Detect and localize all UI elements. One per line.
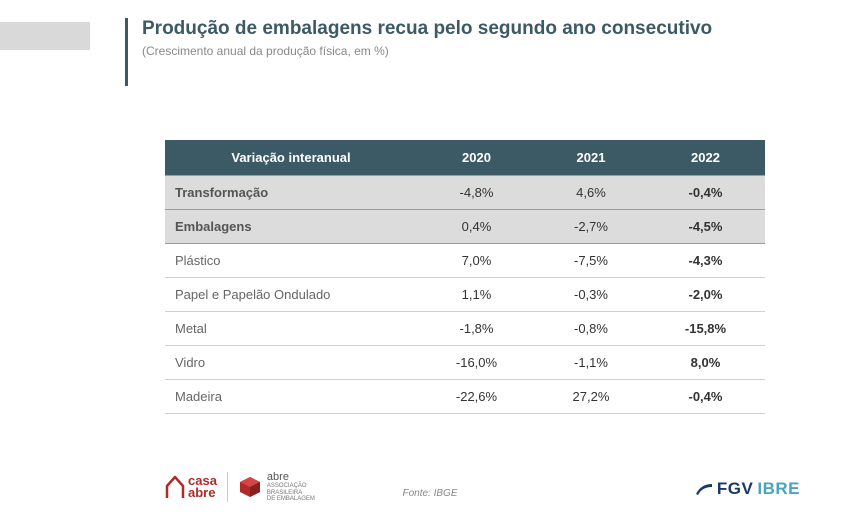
cell-2020: -22,6%	[417, 380, 536, 414]
cell-2022: -0,4%	[646, 176, 765, 210]
table-row: Plástico7,0%-7,5%-4,3%	[165, 244, 765, 278]
abre-logo-block: abre ASSOCIAÇÃO BRASILEIRA DE EMBALAGEM	[238, 471, 315, 503]
table-row: Transformação-4,8%4,6%-0,4%	[165, 176, 765, 210]
cell-2020: -16,0%	[417, 346, 536, 380]
page-title: Produção de embalagens recua pelo segund…	[142, 18, 712, 40]
ibre-text: IBRE	[757, 479, 800, 499]
cell-2020: -1,8%	[417, 312, 536, 346]
table-row: Metal-1,8%-0,8%-15,8%	[165, 312, 765, 346]
cell-2021: -7,5%	[536, 244, 646, 278]
title-block: Produção de embalagens recua pelo segund…	[125, 18, 712, 86]
data-table-wrap: Variação interanual 2020 2021 2022 Trans…	[165, 140, 765, 414]
logo-divider	[227, 472, 228, 502]
fgv-ibre-logo: FGV IBRE	[695, 479, 800, 499]
cell-2021: 4,6%	[536, 176, 646, 210]
cell-2021: -0,3%	[536, 278, 646, 312]
label: Transformação	[165, 176, 417, 210]
page-subtitle: (Crescimento anual da produção física, e…	[142, 44, 712, 58]
cell-2021: -2,7%	[536, 210, 646, 244]
label: Papel e Papelão Ondulado	[165, 278, 417, 312]
table-row: Embalagens0,4%-2,7%-4,5%	[165, 210, 765, 244]
abre-label: abre	[267, 471, 315, 483]
cell-2021: -0,8%	[536, 312, 646, 346]
col-header-label: Variação interanual	[165, 140, 417, 176]
cell-2022: -2,0%	[646, 278, 765, 312]
cell-2020: 7,0%	[417, 244, 536, 278]
cell-2022: -0,4%	[646, 380, 765, 414]
casa-abre-logo: casa abre	[165, 474, 217, 500]
label: Embalagens	[165, 210, 417, 244]
abre-text: abre ASSOCIAÇÃO BRASILEIRA DE EMBALAGEM	[267, 471, 315, 503]
cell-2021: -1,1%	[536, 346, 646, 380]
cell-2020: 1,1%	[417, 278, 536, 312]
label: Vidro	[165, 346, 417, 380]
col-header-2022: 2022	[646, 140, 765, 176]
table-row: Papel e Papelão Ondulado1,1%-0,3%-2,0%	[165, 278, 765, 312]
cell-2022: -4,3%	[646, 244, 765, 278]
cell-2020: -4,8%	[417, 176, 536, 210]
table-header-row: Variação interanual 2020 2021 2022	[165, 140, 765, 176]
label: Plástico	[165, 244, 417, 278]
abre-sub3: DE EMBALAGEM	[267, 496, 315, 502]
table-row: Madeira-22,6%27,2%-0,4%	[165, 380, 765, 414]
abre-sub2: BRASILEIRA	[267, 490, 302, 496]
casa-abre-icon	[165, 474, 185, 500]
footer-left-logos: casa abre abre ASSOCIAÇÃO BRASILEIRA DE …	[165, 471, 315, 503]
fgv-text: FGV	[717, 479, 753, 499]
abre-sub1: ASSOCIAÇÃO	[267, 483, 307, 489]
label: Metal	[165, 312, 417, 346]
data-table: Variação interanual 2020 2021 2022 Trans…	[165, 140, 765, 414]
cell-2022: -4,5%	[646, 210, 765, 244]
cell-2022: -15,8%	[646, 312, 765, 346]
fgv-swoosh-icon	[695, 482, 713, 496]
col-header-2021: 2021	[536, 140, 646, 176]
cell-2021: 27,2%	[536, 380, 646, 414]
table-row: Vidro-16,0%-1,1%8,0%	[165, 346, 765, 380]
abre-cube-icon	[238, 475, 262, 499]
cell-2022: 8,0%	[646, 346, 765, 380]
casa-abre-line2: abre	[188, 487, 217, 499]
decorative-grey-box	[0, 22, 90, 50]
cell-2020: 0,4%	[417, 210, 536, 244]
col-header-2020: 2020	[417, 140, 536, 176]
label: Madeira	[165, 380, 417, 414]
